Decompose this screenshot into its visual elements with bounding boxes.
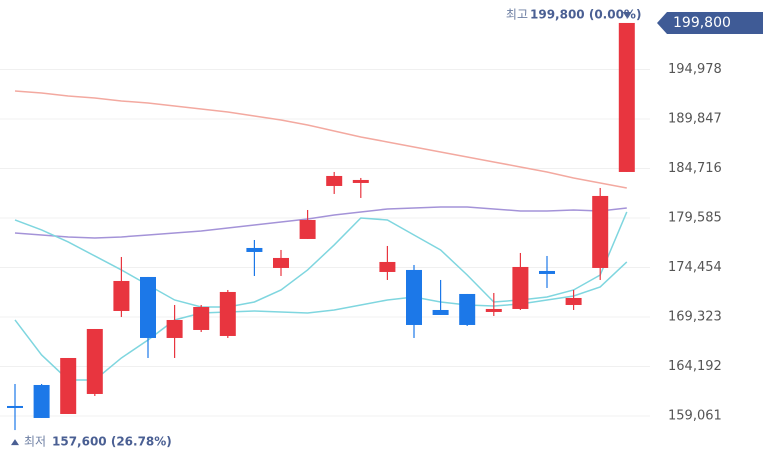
candle-body — [485, 308, 502, 312]
candle-body — [219, 291, 236, 336]
price-tag-label: 199,800 — [673, 15, 731, 31]
low-value: 157,600 (26.78%) — [52, 435, 172, 449]
candle-body — [299, 219, 316, 239]
candle-body — [273, 257, 289, 268]
high-label: 최고 — [506, 7, 528, 21]
y-tick-label: 184,716 — [668, 161, 722, 176]
moving-average-line — [14, 206, 627, 239]
candle-body — [352, 179, 369, 183]
candle-body — [592, 195, 609, 268]
candle-body — [379, 261, 396, 272]
y-tick-label: 164,192 — [668, 359, 722, 374]
candle-body — [539, 270, 555, 274]
candle-body — [326, 175, 343, 186]
candle-body — [512, 266, 529, 309]
y-tick-label: 169,323 — [668, 309, 722, 324]
candle-body — [60, 357, 77, 414]
low-arrow — [11, 439, 19, 446]
candle-body — [33, 384, 50, 418]
y-tick-label: 194,978 — [668, 62, 722, 77]
candle-body — [432, 309, 449, 315]
high-value: 199,800 (0.00%) — [530, 7, 641, 21]
candle-body — [246, 247, 263, 252]
y-tick-label: 179,585 — [668, 210, 722, 225]
candle-body — [113, 280, 130, 311]
candle-body — [7, 405, 23, 408]
y-tick-label: 174,454 — [668, 260, 722, 275]
candle-body — [193, 306, 210, 330]
price-tag — [657, 11, 763, 34]
y-tick-label: 159,061 — [668, 408, 722, 423]
moving-average-line — [14, 90, 627, 189]
candle-body — [140, 276, 156, 338]
candle-body — [618, 22, 635, 172]
candle-body — [459, 293, 476, 325]
y-tick-label: 189,847 — [668, 111, 722, 126]
low-label: 최저 — [24, 435, 46, 449]
candle-body — [86, 328, 103, 394]
high-arrow — [622, 11, 631, 18]
candle-body — [565, 297, 582, 305]
candle-body — [166, 319, 183, 338]
candle-body — [406, 269, 422, 325]
